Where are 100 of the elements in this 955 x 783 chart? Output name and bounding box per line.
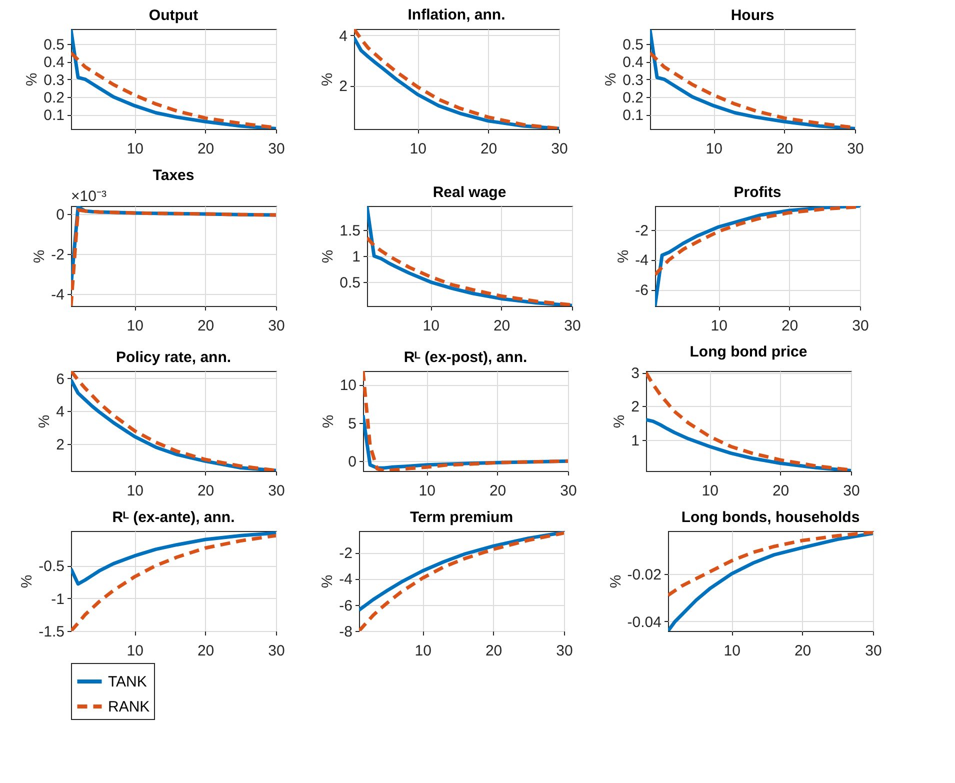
y-tick-label: -2 — [635, 222, 648, 240]
chart-title: Rᴸ (ex-post), ann. — [404, 349, 528, 366]
x-tick-label: 20 — [197, 482, 214, 500]
y-axis-title: % — [615, 250, 632, 264]
x-tick-label: 10 — [126, 642, 144, 660]
x-tick-label: 20 — [781, 318, 798, 334]
y-tick-label: 1.5 — [340, 222, 360, 240]
y-axis-title: % — [319, 574, 336, 588]
y-tick-label: 4 — [339, 28, 348, 45]
y-tick-label: 0.5 — [622, 36, 644, 54]
x-tick-label: 20 — [197, 140, 214, 158]
y-tick-label: -6 — [635, 282, 648, 300]
y-tick-label: 0.3 — [44, 72, 64, 89]
y-axis-title: % — [611, 414, 628, 428]
x-tick-label: 20 — [794, 642, 812, 660]
x-tick-label: 20 — [480, 140, 498, 158]
x-tick-label: 10 — [126, 318, 144, 334]
line-series — [359, 531, 564, 612]
x-tick-label: 30 — [852, 318, 869, 334]
y-axis-title: % — [602, 72, 620, 86]
x-tick-label: 10 — [422, 318, 440, 334]
y-tick-label: 0.5 — [44, 36, 64, 54]
x-tick-label: 10 — [126, 140, 144, 158]
x-tick-label: 20 — [493, 318, 510, 334]
y-tick-label: 3 — [631, 365, 640, 382]
y-tick-label: -2 — [51, 246, 64, 264]
chart-title: Long bonds, households — [681, 509, 860, 526]
x-tick-label: 10 — [418, 482, 436, 500]
x-tick-label: 20 — [197, 642, 214, 660]
x-tick-label: 30 — [268, 642, 285, 660]
x-tick-label: 30 — [847, 140, 864, 158]
x-tick-label: 20 — [485, 642, 502, 660]
chart-title: Long bond price — [690, 344, 808, 361]
y-tick-label: 4 — [56, 404, 64, 421]
y-tick-label: 0.5 — [340, 274, 360, 292]
y-tick-label: 0.2 — [622, 89, 644, 106]
chart-title: Output — [148, 7, 198, 24]
x-tick-label: 20 — [489, 482, 506, 500]
y-tick-label: -1 — [51, 590, 64, 608]
y-tick-label: -4 — [51, 286, 64, 304]
y-axis-title: % — [18, 574, 36, 588]
line-series — [359, 531, 564, 631]
y-tick-label: 0.4 — [44, 54, 64, 72]
y-axis-title: % — [36, 414, 54, 428]
line-series — [668, 531, 873, 598]
x-tick-label: 30 — [843, 482, 860, 500]
y-tick-label: 0.2 — [44, 89, 64, 106]
y-axis-title: % — [319, 72, 336, 86]
chart-title: Inflation, ann. — [408, 6, 506, 24]
y-tick-label: -8 — [339, 624, 352, 640]
legend-label: TANK — [108, 674, 147, 690]
x-tick-label: 10 — [724, 642, 740, 660]
y-tick-label: -6 — [339, 597, 352, 614]
y-tick-label: 6 — [56, 370, 64, 388]
y-axis-title: % — [24, 72, 41, 86]
line-series — [71, 534, 276, 631]
x-tick-label: 30 — [564, 318, 581, 334]
y-tick-label: -4 — [635, 252, 648, 270]
chart-title: Policy rate, ann. — [116, 349, 232, 366]
y-tick-label: -0.02 — [627, 566, 662, 584]
y-tick-label: -1.5 — [38, 624, 64, 640]
y-tick-label: -0.04 — [627, 614, 662, 631]
x-tick-label: 30 — [560, 482, 577, 500]
legend-label: RANK — [108, 698, 150, 716]
chart-title: Real wage — [432, 184, 506, 201]
chart-title: Term premium — [410, 509, 514, 526]
text: ×10⁻³ — [71, 188, 106, 205]
y-tick-label: 2 — [56, 436, 64, 454]
y-axis-title: % — [320, 414, 337, 428]
y-tick-label: 1 — [352, 248, 360, 266]
line-series — [367, 236, 572, 306]
x-tick-label: 10 — [414, 642, 432, 660]
y-axis-title: % — [607, 574, 624, 588]
x-tick-label: 30 — [551, 140, 568, 158]
chart-title: Taxes — [152, 167, 194, 184]
x-tick-label: 30 — [865, 642, 882, 660]
y-tick-label: 1 — [631, 432, 640, 450]
y-tick-label: -2 — [339, 545, 352, 562]
y-tick-label: 0 — [56, 206, 64, 224]
y-tick-label: 0.1 — [622, 107, 644, 124]
line-series — [71, 531, 276, 586]
x-tick-label: 20 — [776, 140, 794, 158]
y-tick-label: 0.3 — [622, 72, 644, 89]
y-tick-label: 0 — [348, 454, 356, 471]
chart-title: Rᴸ (ex-ante), ann. — [112, 509, 235, 526]
y-tick-label: 2 — [631, 398, 640, 416]
chart-title: Hours — [730, 7, 774, 24]
x-tick-label: 30 — [268, 140, 285, 158]
x-tick-label: 10 — [706, 140, 722, 158]
y-tick-label: -0.5 — [38, 558, 64, 576]
x-tick-label: 10 — [710, 318, 728, 334]
x-tick-label: 10 — [410, 140, 426, 158]
x-tick-label: 10 — [702, 482, 718, 500]
y-tick-label: 10 — [340, 377, 356, 394]
y-axis-title: % — [31, 250, 48, 264]
y-tick-label: -4 — [339, 571, 352, 588]
x-tick-label: 30 — [268, 318, 285, 334]
chart-title: Profits — [734, 184, 782, 201]
y-tick-label: 2 — [339, 78, 348, 96]
x-tick-label: 30 — [268, 482, 285, 500]
